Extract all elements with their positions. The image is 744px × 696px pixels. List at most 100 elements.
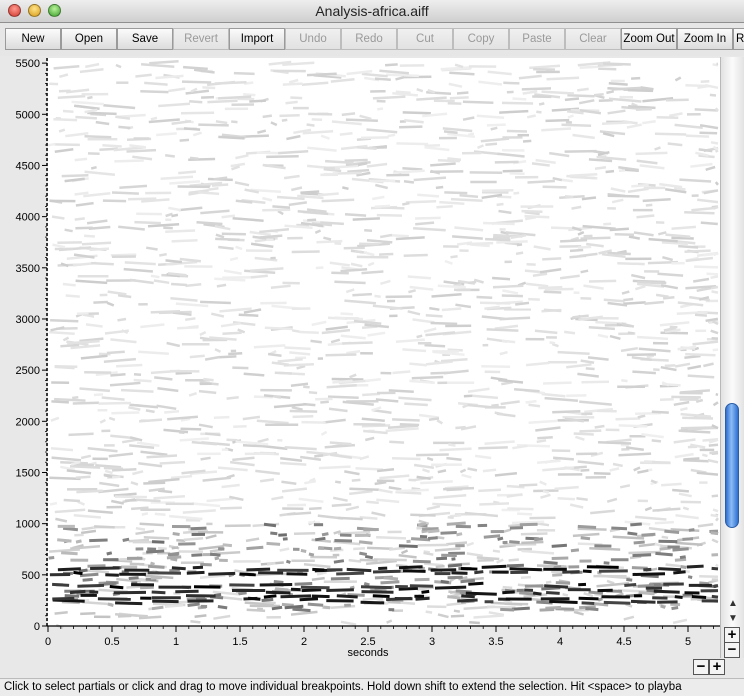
open-button[interactable]: Open (61, 28, 117, 50)
partial-segment (612, 200, 623, 202)
partial-segment (238, 593, 246, 594)
partial-segment (448, 577, 463, 578)
copy-button[interactable]: Copy (453, 28, 509, 50)
partial-segment (517, 514, 532, 515)
partial-segment (697, 473, 718, 475)
partial-segment (432, 504, 461, 506)
partial-segment (422, 529, 439, 530)
partial-segment (697, 200, 718, 202)
partial-segment (543, 187, 567, 188)
partial-segment (103, 105, 135, 108)
paste-button[interactable]: Paste (509, 28, 565, 50)
partial-segment (584, 286, 604, 289)
partial-segment (213, 616, 230, 619)
partial-segment (224, 271, 242, 274)
partial-segment (522, 88, 551, 89)
partial-segment (87, 113, 116, 114)
partial-segment (304, 564, 331, 567)
strong-partial-segment (403, 571, 426, 572)
partial-segment (59, 75, 68, 77)
partial-segment (260, 479, 274, 481)
partial-segment (683, 539, 694, 540)
partial-segment (96, 122, 109, 124)
strong-partial-segment (373, 596, 390, 597)
partial-segment (294, 533, 315, 534)
partial-segment (131, 482, 138, 484)
partial-segment (713, 207, 718, 209)
partial-segment (125, 500, 137, 501)
partial-segment (289, 352, 310, 354)
partial-segment (629, 237, 640, 239)
partial-segment (73, 403, 99, 404)
partial-segment (637, 161, 658, 164)
partial-segment (136, 500, 160, 501)
partial-segment (540, 482, 547, 485)
partial-segment (603, 224, 611, 225)
horizontal-zoom-out-minus-icon[interactable]: − (693, 659, 709, 675)
redo-button[interactable]: Redo (341, 28, 397, 50)
strong-partial-segment (336, 573, 364, 574)
zoom-in-button[interactable]: Zoom In (677, 28, 733, 50)
background-partials (48, 61, 718, 628)
partial-segment (570, 174, 597, 176)
partial-segment (558, 498, 575, 499)
partial-segment (635, 286, 645, 289)
partial-segment (118, 616, 131, 617)
save-button[interactable]: Save (117, 28, 173, 50)
strong-partial-segment (58, 569, 81, 570)
partial-segment (562, 180, 573, 181)
partial-segment (487, 125, 506, 126)
partial-segment (546, 120, 570, 121)
clear-button[interactable]: Clear (565, 28, 621, 50)
partial-segment (80, 613, 95, 614)
partial-segment (292, 252, 320, 253)
reset-button[interactable]: Re (733, 28, 744, 50)
partial-segment (604, 300, 625, 302)
partials-chart[interactable]: 0500100015002000250030003500400045005000… (0, 56, 720, 658)
partial-segment (441, 533, 457, 534)
strong-partial-segment (474, 572, 483, 573)
partial-segment (437, 420, 442, 423)
partial-segment (251, 276, 268, 278)
partial-segment (503, 83, 519, 84)
partial-segment (588, 357, 609, 359)
partial-segment (75, 228, 92, 229)
partial-segment (509, 542, 520, 543)
partial-segment (89, 540, 107, 541)
partial-segment (379, 490, 393, 493)
partial-segment (122, 440, 137, 443)
title-bar[interactable]: Analysis-africa.aiff (0, 0, 744, 23)
partial-segment (351, 264, 362, 266)
partial-segment (700, 133, 718, 134)
new-button[interactable]: New (5, 28, 61, 50)
scroll-down-arrow-icon[interactable]: ▼ (725, 612, 741, 626)
strong-partial-segment (52, 598, 74, 599)
partial-segment (158, 548, 167, 549)
partial-segment (323, 238, 331, 240)
vertical-scroll-thumb[interactable] (725, 403, 739, 528)
strong-partial-segment (115, 603, 142, 604)
partial-segment (573, 316, 589, 318)
partial-segment (165, 231, 195, 232)
undo-button[interactable]: Undo (285, 28, 341, 50)
zoom-out-button[interactable]: Zoom Out (621, 28, 677, 50)
vertical-scrollbar[interactable]: ▲ ▼ + − (720, 57, 744, 658)
partial-segment (479, 503, 509, 504)
partial-segment (326, 327, 348, 330)
partial-segment (575, 437, 584, 440)
partial-segment (671, 238, 693, 239)
horizontal-zoom-in-plus-icon[interactable]: + (709, 659, 725, 675)
partial-segment (132, 157, 152, 160)
partial-segment (693, 342, 719, 345)
cut-button[interactable]: Cut (397, 28, 453, 50)
partial-segment (707, 274, 719, 275)
vertical-zoom-out-minus-icon[interactable]: − (724, 642, 740, 658)
revert-button[interactable]: Revert (173, 28, 229, 50)
partial-segment (463, 118, 474, 120)
partial-segment (681, 414, 711, 417)
import-button[interactable]: Import (229, 28, 285, 50)
scroll-up-arrow-icon[interactable]: ▲ (725, 597, 741, 611)
partial-segment (542, 394, 566, 396)
partial-segment (386, 75, 419, 76)
